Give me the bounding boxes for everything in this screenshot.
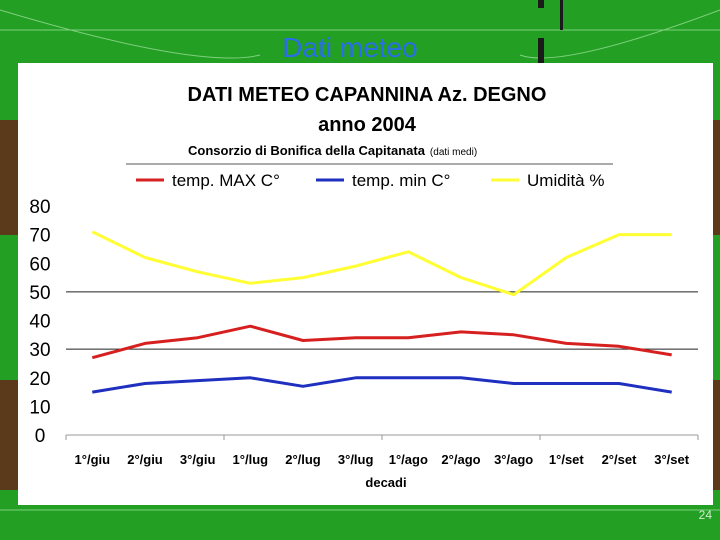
series-lines bbox=[91, 230, 672, 394]
legend-label: Umidità % bbox=[527, 171, 604, 190]
y-tick-label: 20 bbox=[29, 369, 50, 390]
series-line bbox=[91, 324, 672, 360]
chart-title: DATI METEO CAPANNINA Az. DEGNO bbox=[188, 84, 547, 106]
x-tick-labels: 1°/giu 2°/giu 3°/giu 1°/lug 2°/lug 3°/lug 1°/a… bbox=[75, 452, 690, 467]
x-tick-label: 3°/lug bbox=[338, 452, 374, 467]
x-axis-label: decadi bbox=[365, 475, 406, 490]
legend-label: temp. MAX C° bbox=[172, 171, 280, 190]
page-number: 24 bbox=[698, 508, 712, 522]
x-tick-label: 1°/lug bbox=[233, 452, 269, 467]
chart-source: Consorzio di Bonifica della Capitanata (d… bbox=[188, 143, 477, 158]
x-tick-label: 2°/lug bbox=[285, 452, 321, 467]
y-tick-label: 70 bbox=[29, 226, 50, 247]
y-tick-labels: 0 10 20 30 40 50 60 70 80 bbox=[29, 197, 50, 447]
x-tick-label: 2°/giu bbox=[127, 452, 163, 467]
chart-panel: DATI METEO CAPANNINA Az. DEGNO anno 2004… bbox=[18, 63, 713, 505]
y-tick-label: 40 bbox=[29, 312, 50, 333]
chart-subtitle: anno 2004 bbox=[318, 114, 417, 136]
legend-label: temp. min C° bbox=[352, 171, 450, 190]
series-line bbox=[91, 230, 672, 297]
x-tick-label: 1°/giu bbox=[75, 452, 111, 467]
line-chart: DATI METEO CAPANNINA Az. DEGNO anno 2004… bbox=[29, 84, 699, 490]
x-tick-label: 3°/giu bbox=[180, 452, 216, 467]
y-tick-label: 0 bbox=[35, 426, 46, 447]
x-tick-label: 1°/set bbox=[549, 452, 585, 467]
x-tick-label: 3°/ago bbox=[494, 452, 533, 467]
chart-source-note: (dati medi) bbox=[430, 147, 477, 158]
chart-axes bbox=[65, 434, 699, 440]
chart-legend: temp. MAX C° temp. min C° Umidità % bbox=[136, 171, 604, 190]
x-tick-label: 2°/set bbox=[602, 452, 638, 467]
y-tick-label: 80 bbox=[29, 197, 50, 218]
x-tick-label: 2°/ago bbox=[441, 452, 480, 467]
y-tick-label: 30 bbox=[29, 340, 50, 361]
series-line bbox=[92, 376, 672, 394]
chart-source-name: Consorzio di Bonifica della Capitanata bbox=[188, 143, 426, 158]
chart-grid bbox=[66, 291, 698, 350]
y-tick-label: 10 bbox=[29, 397, 50, 418]
x-tick-label: 1°/ago bbox=[389, 452, 428, 467]
y-tick-label: 50 bbox=[29, 283, 50, 304]
x-tick-label: 3°/set bbox=[654, 452, 690, 467]
slide-title: Dati meteo bbox=[282, 32, 418, 63]
y-tick-label: 60 bbox=[29, 254, 50, 275]
